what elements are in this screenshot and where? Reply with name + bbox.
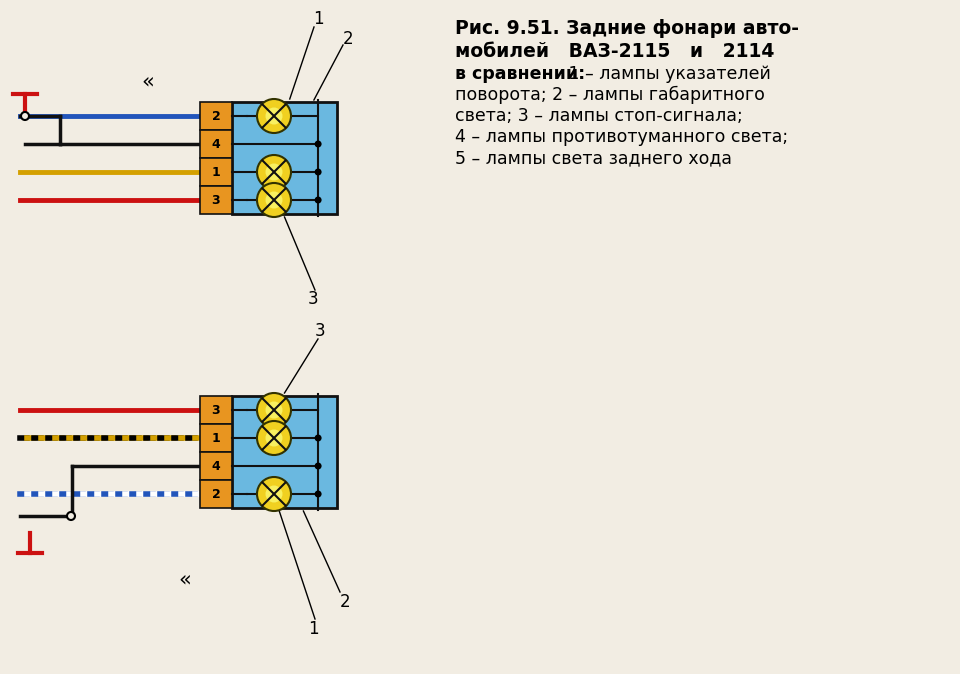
Text: 2: 2 <box>343 30 353 48</box>
Text: 1 – лампы указателей: 1 – лампы указателей <box>563 65 771 83</box>
Circle shape <box>257 99 291 133</box>
Text: 5 – лампы света заднего хода: 5 – лампы света заднего хода <box>455 149 732 167</box>
Text: 2: 2 <box>340 593 350 611</box>
Bar <box>200 186 232 214</box>
Circle shape <box>257 421 291 455</box>
Text: мобилей   ВАЗ-2115   и   2114: мобилей ВАЗ-2115 и 2114 <box>455 42 775 61</box>
Circle shape <box>257 155 291 189</box>
Circle shape <box>266 429 282 446</box>
Text: 1: 1 <box>211 431 221 444</box>
Text: в сравнении:: в сравнении: <box>455 65 586 83</box>
Bar <box>200 130 232 158</box>
Text: Рис. 9.51. Задние фонари авто-: Рис. 9.51. Задние фонари авто- <box>455 19 799 38</box>
Circle shape <box>315 197 322 204</box>
Text: поворота; 2 – лампы габаритного: поворота; 2 – лампы габаритного <box>455 86 765 104</box>
Bar <box>200 452 232 480</box>
Circle shape <box>257 393 291 427</box>
Circle shape <box>67 512 75 520</box>
Circle shape <box>315 140 322 148</box>
Circle shape <box>315 462 322 470</box>
Text: 1: 1 <box>313 10 324 28</box>
Circle shape <box>21 112 29 120</box>
Circle shape <box>315 168 322 175</box>
Bar <box>200 396 232 424</box>
Circle shape <box>315 435 322 441</box>
Text: «: « <box>142 71 155 91</box>
Circle shape <box>266 164 282 181</box>
Bar <box>200 102 232 130</box>
Text: 1: 1 <box>308 620 319 638</box>
Text: 3: 3 <box>212 404 220 417</box>
Circle shape <box>266 485 282 503</box>
Bar <box>200 424 232 452</box>
Text: 3: 3 <box>212 193 220 206</box>
Circle shape <box>257 477 291 511</box>
Circle shape <box>266 191 282 208</box>
Text: 4: 4 <box>211 460 221 472</box>
Bar <box>232 396 337 508</box>
Bar <box>232 102 337 214</box>
Text: 3: 3 <box>315 322 325 340</box>
Text: 3: 3 <box>308 290 319 308</box>
Bar <box>200 158 232 186</box>
Text: 2: 2 <box>211 487 221 501</box>
Circle shape <box>266 107 282 125</box>
Text: 4 – лампы противотуманного света;: 4 – лампы противотуманного света; <box>455 128 788 146</box>
Bar <box>200 480 232 508</box>
Text: «: « <box>179 569 191 589</box>
Text: 4: 4 <box>211 137 221 150</box>
Text: 2: 2 <box>211 109 221 123</box>
Circle shape <box>257 183 291 217</box>
Circle shape <box>266 402 282 419</box>
Text: света; 3 – лампы стоп-сигнала;: света; 3 – лампы стоп-сигнала; <box>455 107 743 125</box>
Text: 1: 1 <box>211 166 221 179</box>
Circle shape <box>315 491 322 497</box>
